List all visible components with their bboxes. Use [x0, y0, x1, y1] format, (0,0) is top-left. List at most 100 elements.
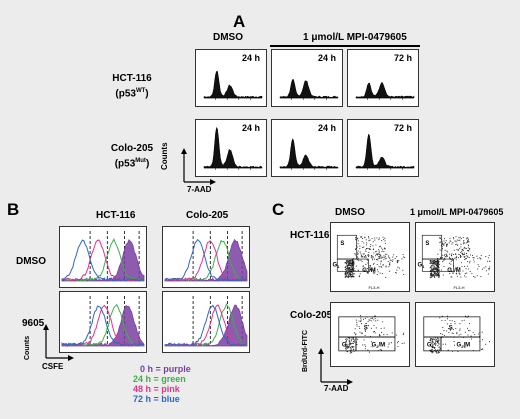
- panel-c-event: [444, 242, 446, 244]
- panel-c-event: [473, 259, 475, 261]
- panel-c-event: [463, 239, 465, 241]
- panel-c-event: [461, 251, 463, 253]
- panel-c-event: [383, 238, 385, 241]
- panel-c-event: [401, 258, 403, 260]
- panel-c-event: [346, 265, 348, 267]
- panel-a-letter: A: [233, 12, 246, 31]
- panel-c-event: [429, 261, 431, 263]
- panel-c-event: [461, 249, 463, 251]
- panel-c-event: [439, 249, 441, 251]
- panel-a-header-dmso: DMSO: [213, 32, 243, 43]
- panel-a-header-drug: 1 μmol/L MPI-0479605: [303, 32, 407, 43]
- c11-svg: S G1 G2/M FL3-H: [333, 234, 406, 290]
- panel-c-event: [466, 272, 468, 274]
- panel-c-event: [437, 337, 439, 339]
- panel-c-event: [353, 264, 355, 266]
- panel-a-histogram-area: [279, 138, 339, 169]
- panel-c-event: [378, 266, 380, 268]
- panel-c-event: [355, 265, 357, 267]
- panel-c-event: [459, 273, 461, 275]
- panel-c-event: [353, 340, 355, 342]
- panel-c-event: [437, 342, 439, 344]
- panel-c-event: [459, 328, 461, 330]
- panel-c-event: [454, 323, 456, 325]
- panel-c-event: [349, 349, 351, 351]
- panel-c-event: [348, 340, 350, 342]
- panel-c-gate-g2m: [355, 336, 396, 352]
- panel-c-event: [372, 241, 374, 243]
- panel-c-event: [378, 253, 380, 255]
- panel-c-event: [363, 242, 365, 244]
- panel-c-event: [383, 343, 385, 345]
- panel-c-event: [376, 237, 378, 239]
- panel-c-event: [437, 272, 439, 274]
- panel-c-event: [377, 269, 379, 271]
- panel-c-event: [485, 343, 487, 345]
- panel-c-event: [359, 331, 361, 333]
- panel-c-event: [433, 338, 435, 340]
- panel-c-event: [395, 272, 397, 274]
- panel-c-event: [472, 257, 474, 259]
- panel-c-event: [434, 263, 436, 265]
- panel-c-event: [364, 236, 366, 238]
- panel-c-event: [464, 253, 466, 255]
- panel-c-event: [461, 265, 463, 268]
- panel-c-event: [370, 256, 372, 258]
- panel-c-event: [429, 349, 431, 351]
- panel-c-event: [359, 327, 361, 329]
- panel-b-legend-48h: 48 h = pink: [133, 384, 180, 394]
- panel-c-event: [460, 256, 462, 258]
- panel-c-event: [348, 273, 351, 275]
- panel-c-event: [481, 268, 483, 270]
- panel-c-event: [386, 333, 388, 336]
- panel-a-row1-label: HCT-116 (p53WT): [99, 73, 165, 100]
- panel-c-event: [348, 264, 350, 266]
- panel-c-event: [371, 317, 373, 319]
- panel-c-event: [360, 317, 362, 319]
- panel-a-colo205-24h-time: 24 h: [317, 123, 336, 133]
- panel-c-event: [449, 273, 451, 275]
- panel-c-event: [450, 267, 452, 270]
- panel-c-event: [465, 268, 467, 270]
- panel-c-event: [462, 236, 464, 239]
- panel-c-event: [367, 321, 369, 323]
- panel-c-event: [380, 256, 382, 258]
- panel-c-event: [450, 322, 452, 325]
- panel-c-event: [471, 338, 473, 340]
- panel-c-event: [449, 319, 451, 321]
- panel-a-hct116-24h-histogram: 24 h: [271, 49, 343, 107]
- panel-c-event: [357, 237, 359, 239]
- panel-c-event: [437, 341, 439, 343]
- panel-c-event: [354, 238, 356, 240]
- c21-svg: S G1 G2/M: [338, 315, 405, 354]
- panel-c-event: [353, 269, 355, 271]
- panel-c-event: [346, 260, 348, 262]
- panel-c-event: [371, 257, 373, 259]
- panel-c-event: [477, 333, 479, 335]
- panel-c-event: [460, 333, 462, 335]
- panel-c-event: [369, 239, 371, 241]
- panel-c-event: [457, 257, 460, 259]
- panel-c-col1: DMSO: [335, 207, 365, 218]
- panel-c-event: [368, 319, 370, 321]
- panel-c-event: [455, 243, 457, 246]
- panel-c-event: [361, 246, 364, 248]
- panel-c-event: [462, 241, 464, 243]
- panel-c-event: [374, 317, 376, 320]
- panel-c-xlabel: 7-AAD: [324, 384, 349, 393]
- panel-c-event: [349, 262, 351, 264]
- panel-c-event: [469, 262, 471, 264]
- panel-c-event: [469, 254, 471, 256]
- panel-c-event: [432, 261, 434, 263]
- panel-c-event: [385, 253, 387, 255]
- panel-c-event: [358, 320, 360, 322]
- panel-c-event: [459, 236, 461, 238]
- panel-c-event: [370, 270, 372, 272]
- panel-c-event: [398, 260, 400, 262]
- panel-c-event: [361, 238, 364, 240]
- panel-c-event: [473, 257, 475, 259]
- panel-c-event: [459, 329, 461, 331]
- panel-c-event: [351, 262, 353, 264]
- panel-c-col2: 1 μmol/L MPI-0479605: [410, 207, 504, 217]
- panel-b-legend-0h: 0 h = purple: [140, 364, 191, 374]
